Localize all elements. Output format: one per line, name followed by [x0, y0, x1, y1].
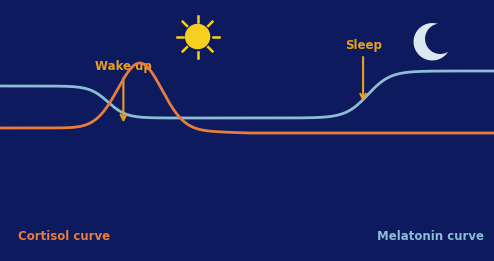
Text: Melatonin curve: Melatonin curve: [377, 230, 484, 243]
Polygon shape: [414, 24, 450, 60]
Circle shape: [186, 25, 209, 49]
Text: Wake up: Wake up: [95, 60, 152, 73]
Polygon shape: [426, 24, 455, 53]
Text: Sleep: Sleep: [345, 39, 381, 52]
Text: Cortisol curve: Cortisol curve: [18, 230, 110, 243]
